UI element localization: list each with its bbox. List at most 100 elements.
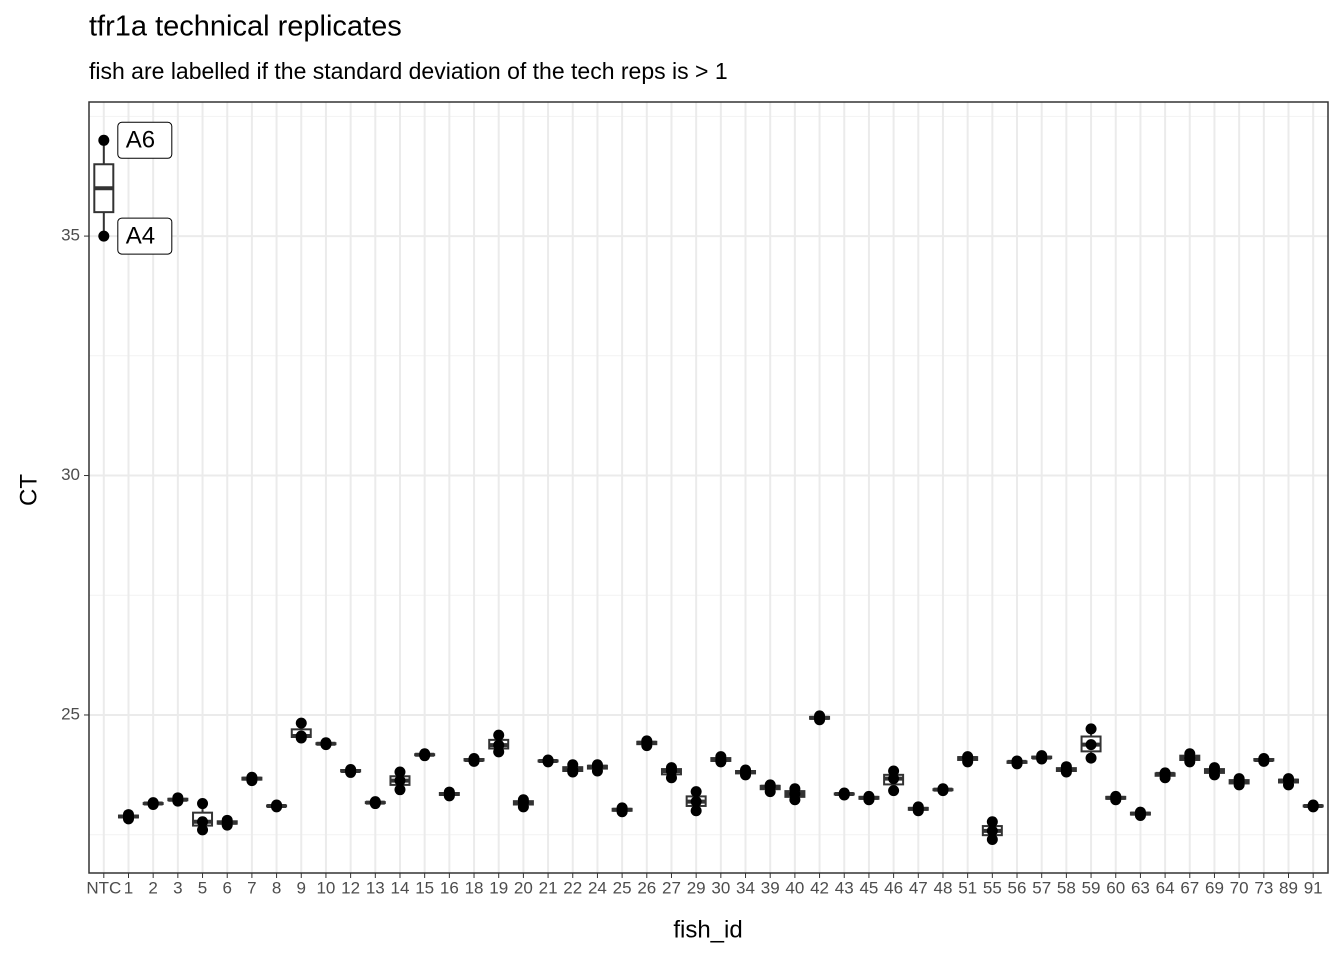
point <box>888 785 900 797</box>
point <box>295 730 307 742</box>
point <box>567 759 579 771</box>
x-tick-label: 30 <box>711 878 730 897</box>
x-tick-label: 42 <box>810 878 829 897</box>
point <box>1233 773 1245 785</box>
chart-subtitle: fish are labelled if the standard deviat… <box>89 58 728 84</box>
x-tick-label: 19 <box>489 878 508 897</box>
point <box>888 773 900 785</box>
x-tick-label: 69 <box>1205 878 1224 897</box>
x-tick-label: 58 <box>1057 878 1076 897</box>
x-axis-label: fish_id <box>673 916 742 943</box>
x-tick-label: 40 <box>785 878 804 897</box>
x-tick-label: 22 <box>563 878 582 897</box>
point <box>1060 761 1072 773</box>
x-tick-label: 67 <box>1180 878 1199 897</box>
point <box>715 751 727 763</box>
x-tick-label: 21 <box>539 878 558 897</box>
point <box>1085 739 1097 751</box>
x-tick-label: 15 <box>415 878 434 897</box>
x-tick-label: 27 <box>662 878 681 897</box>
x-tick-label: 46 <box>884 878 903 897</box>
x-tick-label: 12 <box>341 878 360 897</box>
x-tick-label: 6 <box>222 878 231 897</box>
point <box>172 792 184 804</box>
point <box>246 771 258 783</box>
point <box>419 748 431 760</box>
point <box>1036 750 1048 762</box>
x-tick-label: 10 <box>316 878 335 897</box>
x-tick-label: 29 <box>687 878 706 897</box>
point <box>814 710 826 722</box>
point-label-box <box>117 217 173 255</box>
point <box>197 798 209 810</box>
point <box>221 814 233 826</box>
x-tick-label: 20 <box>514 878 533 897</box>
point <box>1283 773 1295 785</box>
point <box>1258 753 1270 765</box>
point <box>591 759 603 771</box>
x-tick-label: 73 <box>1254 878 1273 897</box>
point <box>468 753 480 765</box>
point <box>1085 723 1097 735</box>
point <box>197 824 209 836</box>
point <box>912 801 924 813</box>
x-tick-label: NTC <box>86 878 121 897</box>
x-tick-label: 14 <box>391 878 410 897</box>
x-tick-label: 9 <box>297 878 306 897</box>
x-tick-label: 70 <box>1230 878 1249 897</box>
point <box>740 764 752 776</box>
x-tick-label: 45 <box>859 878 878 897</box>
point <box>789 783 801 795</box>
x-tick-label: 43 <box>835 878 854 897</box>
point <box>1110 790 1122 802</box>
point <box>394 784 406 796</box>
x-tick-label: 25 <box>613 878 632 897</box>
point <box>690 805 702 817</box>
x-tick-label: 26 <box>637 878 656 897</box>
x-tick-label: 2 <box>148 878 157 897</box>
x-tick-label: 47 <box>909 878 928 897</box>
x-tick-label: 63 <box>1131 878 1150 897</box>
point <box>888 765 900 777</box>
point <box>197 816 209 828</box>
point <box>1307 799 1319 811</box>
chart-title: tfr1a technical replicates <box>89 11 402 43</box>
point <box>147 797 159 809</box>
point-label: A6 <box>126 127 155 154</box>
x-tick-label: 5 <box>198 878 207 897</box>
point <box>690 796 702 808</box>
point <box>493 729 505 741</box>
x-tick-label: 18 <box>465 878 484 897</box>
point <box>1184 748 1196 760</box>
point <box>493 739 505 751</box>
point <box>962 751 974 763</box>
point <box>394 766 406 778</box>
x-tick-label: 55 <box>983 878 1002 897</box>
point <box>394 775 406 787</box>
x-tick-label: 91 <box>1304 878 1323 897</box>
point <box>665 762 677 774</box>
point <box>986 825 998 837</box>
x-tick-label: 56 <box>1008 878 1027 897</box>
panel-border <box>88 101 1329 874</box>
point <box>320 737 332 749</box>
point <box>1159 767 1171 779</box>
x-tick-label: 57 <box>1032 878 1051 897</box>
y-tick-label: 35 <box>61 226 80 245</box>
point <box>1011 755 1023 767</box>
point <box>690 786 702 798</box>
x-tick-label: 3 <box>173 878 182 897</box>
point <box>641 735 653 747</box>
point <box>616 802 628 814</box>
point <box>986 833 998 845</box>
x-tick-label: 7 <box>247 878 256 897</box>
point <box>369 796 381 808</box>
point <box>443 786 455 798</box>
point <box>345 764 357 776</box>
point <box>517 794 529 806</box>
y-axis-label: CT <box>15 474 42 506</box>
x-tick-label: 39 <box>761 878 780 897</box>
point-label: A4 <box>126 222 155 249</box>
x-tick-label: 89 <box>1279 878 1298 897</box>
